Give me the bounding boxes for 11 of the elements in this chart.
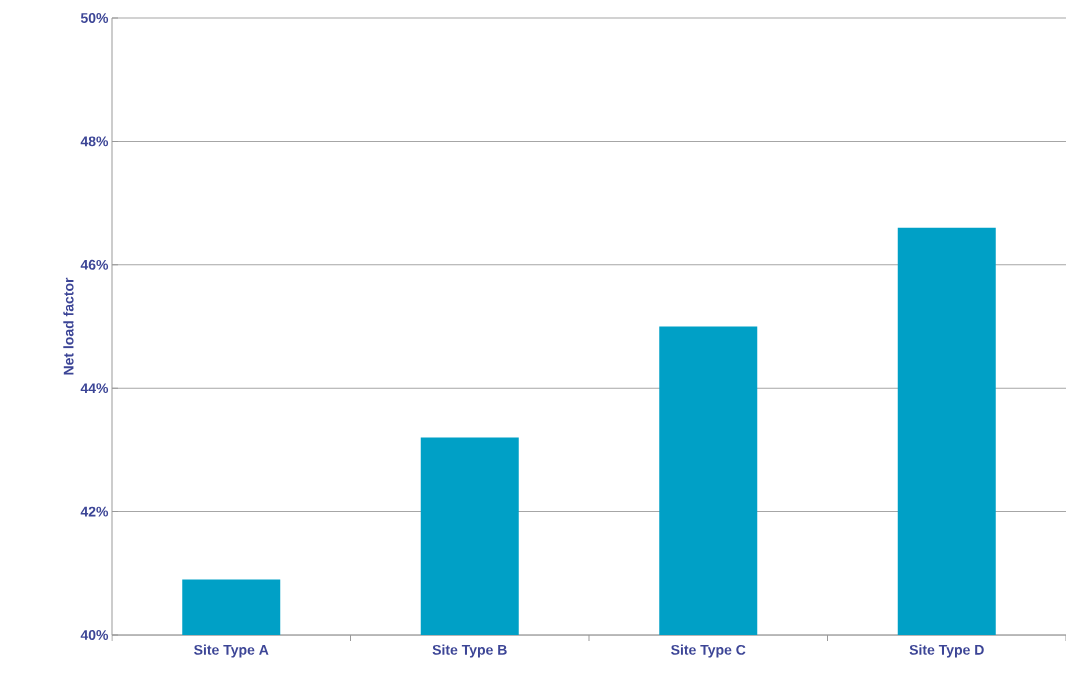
x-tick-label: Site Type D — [909, 644, 984, 658]
x-tick-label: Site Type B — [432, 644, 507, 658]
y-tick-label: 42% — [80, 506, 109, 517]
y-tick-label: 44% — [80, 383, 109, 394]
y-tick-label: 46% — [80, 259, 109, 270]
x-tick-label: Site Type C — [671, 644, 746, 658]
y-tick-label: 50% — [80, 13, 109, 23]
x-tick-label: Site Type A — [194, 644, 269, 658]
y-tick-label: 48% — [80, 136, 109, 147]
y-tick-label: 40% — [80, 630, 109, 640]
y-axis-title: Net load factor — [63, 277, 74, 375]
